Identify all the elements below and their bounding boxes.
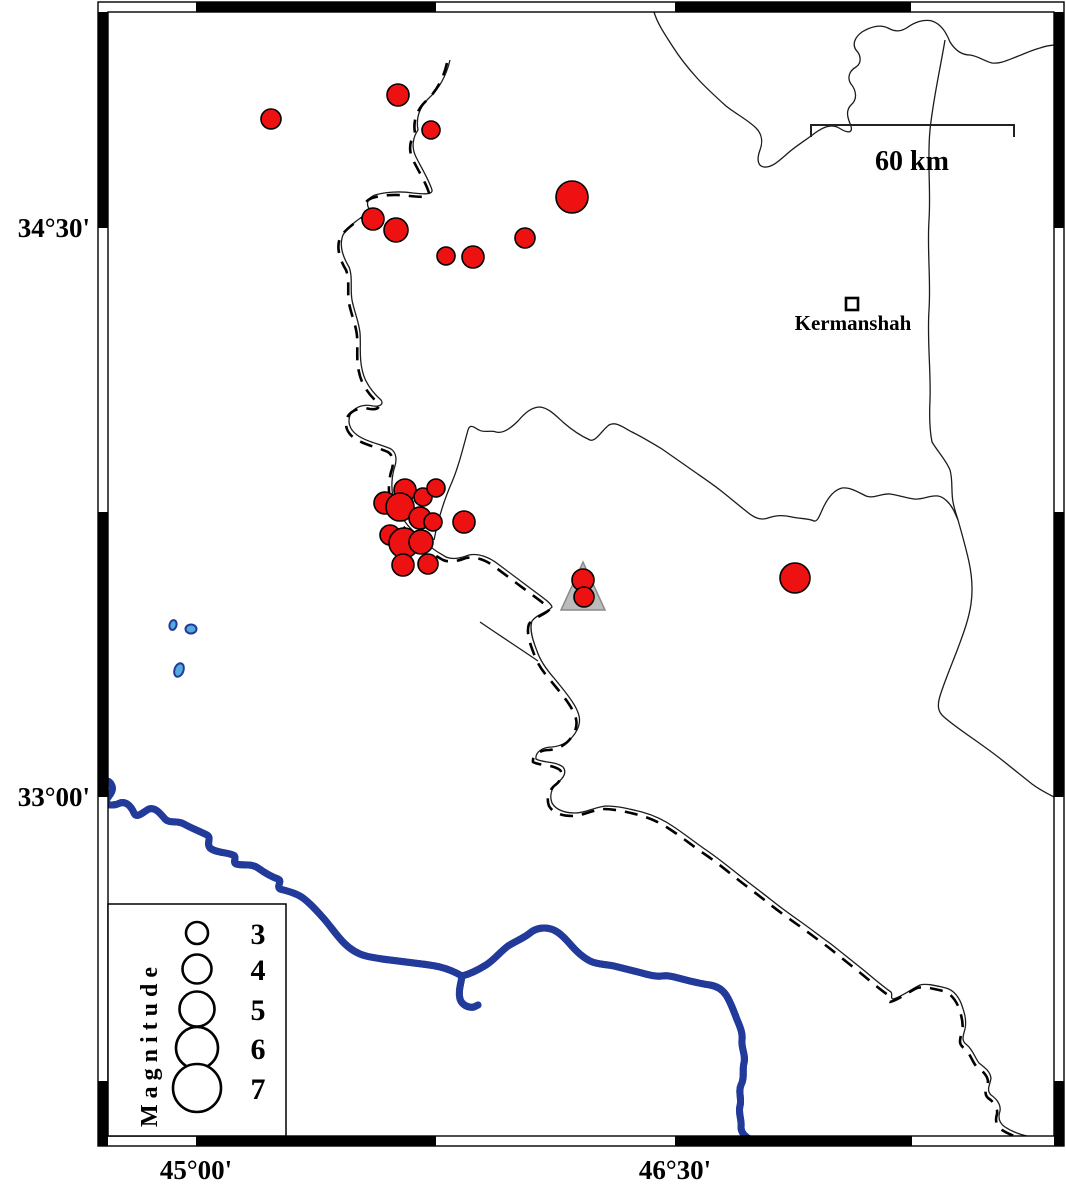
border-line-companion-link <box>479 621 539 662</box>
axis-annotations: 34°30' 33°00' 45°00' 46°30' <box>18 213 711 1185</box>
lat-label-3300: 33°00' <box>18 782 90 812</box>
legend-value: 4 <box>251 954 266 987</box>
border-line-middle <box>433 406 959 541</box>
legend-circles <box>171 920 223 1114</box>
earthquake-markers <box>260 83 811 608</box>
border-line-north <box>653 12 1054 168</box>
frame-segment <box>675 2 911 12</box>
legend-title: Magnitude <box>137 961 163 1127</box>
earthquake-marker <box>423 512 443 532</box>
earthquake-marker <box>555 180 589 214</box>
legend-magnitude-circle <box>178 990 216 1028</box>
earthquake-marker <box>260 108 282 130</box>
international-border-dashed <box>337 62 1019 1136</box>
frame-segment <box>196 1136 436 1146</box>
frame-outer-outline <box>97 1 1065 1147</box>
scale-bar-label: 60 km <box>875 146 949 177</box>
map-canvas: Kermanshah 60 km <box>108 12 1054 1136</box>
earthquake-marker <box>514 227 536 249</box>
country-border-lines <box>340 12 1054 1136</box>
lakes <box>168 619 198 678</box>
legend-value: 6 <box>251 1033 266 1066</box>
scale-bar-bracket <box>810 124 1015 137</box>
earthquake-marker <box>573 586 595 608</box>
earthquake-marker <box>383 217 409 243</box>
frame-segment <box>675 1136 912 1146</box>
earthquake-marker <box>391 553 415 577</box>
legend-magnitude-circle <box>184 920 210 946</box>
earthquake-marker <box>421 120 441 140</box>
legend-magnitude-circle <box>181 953 213 985</box>
border-line-southeast <box>937 519 1054 798</box>
earthquake-marker <box>452 510 476 534</box>
frame-segment <box>196 2 436 12</box>
magnitude-legend: Magnitude 3 4 5 6 7 <box>107 903 287 1137</box>
lake-fragment <box>184 623 198 635</box>
frame-segment <box>1054 1081 1064 1146</box>
legend-value: 5 <box>251 994 266 1027</box>
legend-magnitude-circle <box>174 1025 220 1071</box>
border-line-companion <box>340 59 1030 1136</box>
frame-band-bottom <box>98 1136 1064 1146</box>
earthquake-marker <box>386 83 410 107</box>
lon-label-4500: 45°00' <box>160 1155 232 1185</box>
city-square-icon <box>844 296 860 312</box>
legend-value: 7 <box>251 1073 266 1106</box>
legend-value: 3 <box>251 918 266 951</box>
city-label: Kermanshah <box>795 311 912 335</box>
earthquake-marker <box>461 245 485 269</box>
lake-fragment <box>173 662 185 678</box>
map-frame <box>97 1 1065 1147</box>
lon-label-4630: 46°30' <box>639 1155 711 1185</box>
lat-label-3430: 34°30' <box>18 213 90 243</box>
earthquake-marker <box>779 562 811 594</box>
frame-segment <box>98 12 108 228</box>
frame-segment <box>98 512 108 797</box>
earthquake-marker <box>417 553 439 575</box>
frame-segment <box>98 1081 108 1146</box>
earthquake-marker <box>436 246 456 266</box>
legend-magnitude-circle <box>171 1062 223 1114</box>
border-line-east-branch <box>927 39 959 521</box>
rivers <box>108 619 780 1136</box>
lake-fragment <box>168 619 178 631</box>
frame-segment <box>1054 12 1064 228</box>
frame-inner-outline <box>107 11 1055 1137</box>
earthquake-marker <box>426 478 446 498</box>
earthquake-marker <box>408 529 434 555</box>
scale-bar: 60 km <box>810 124 1015 177</box>
frame-band-top <box>98 2 1064 12</box>
earthquake-marker <box>361 207 385 231</box>
frame-segment <box>1054 512 1064 797</box>
earthquake-marker <box>385 492 415 522</box>
